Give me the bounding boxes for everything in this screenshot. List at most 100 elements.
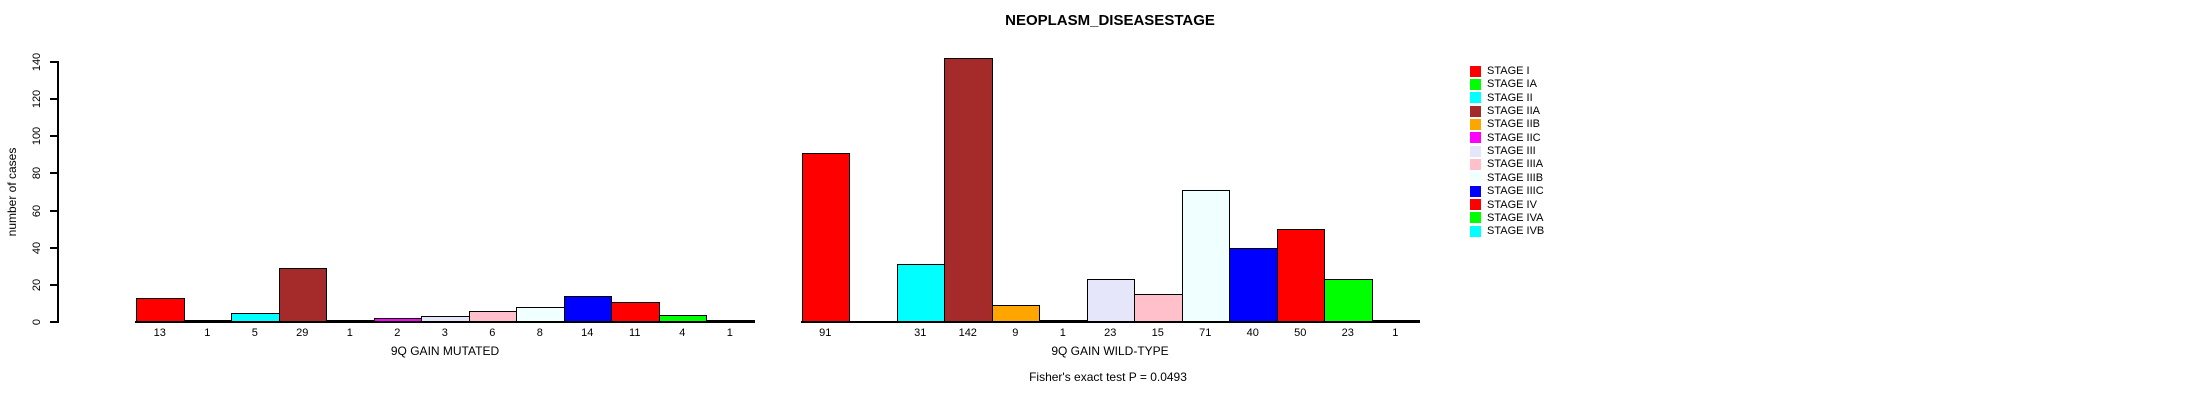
legend-label: STAGE IA: [1487, 78, 1537, 91]
legend-item: STAGE I: [1470, 65, 1530, 77]
bar-stage-iia: [278, 268, 327, 322]
y-tick-label: 40: [31, 241, 43, 254]
bar-count-label: 142: [958, 327, 977, 339]
y-tick-label: 120: [31, 89, 43, 109]
legend-item: STAGE IVA: [1470, 212, 1543, 224]
legend-label: STAGE IV: [1487, 198, 1537, 211]
legend-label: STAGE IIIA: [1487, 158, 1544, 171]
legend-item: STAGE IV: [1470, 199, 1537, 211]
bar-stage-i: [801, 153, 850, 322]
bar-count-label: 1: [726, 327, 733, 339]
bar-stage-ii: [896, 264, 945, 322]
bar-count-label: 5: [251, 327, 258, 339]
y-tick-mark: [50, 209, 58, 212]
bar-count-label: 1: [346, 327, 353, 339]
bar-count-label: 31: [914, 327, 927, 339]
y-tick-mark: [50, 283, 58, 286]
bar-count-label: 15: [1151, 327, 1164, 339]
bar-stage-ivb: [706, 320, 755, 322]
y-tick-label: 100: [31, 127, 43, 146]
legend-item: STAGE IIC: [1470, 132, 1541, 144]
bar-stage-iib: [991, 305, 1040, 322]
bar-count-label: 9: [1012, 327, 1019, 339]
bar-stage-ia: [183, 320, 232, 322]
legend-label: STAGE II: [1487, 91, 1533, 104]
legend-item: STAGE IIIA: [1470, 158, 1543, 170]
legend-color-swatch: [1470, 78, 1481, 90]
bar-stage-iiib: [516, 307, 565, 322]
legend-item: STAGE IIA: [1470, 105, 1540, 117]
legend-color-swatch: [1470, 132, 1481, 144]
bar-count-label: 4: [679, 327, 686, 339]
bar-count-label: 8: [536, 327, 543, 339]
bar-count-label: 2: [394, 327, 401, 339]
bar-stage-iiic: [1229, 247, 1278, 322]
bar-count-label: 23: [1104, 327, 1117, 339]
y-tick-mark: [50, 321, 58, 323]
chart-title: NEOPLASM_DISEASESTAGE: [1005, 12, 1215, 29]
legend-color-swatch: [1470, 225, 1481, 237]
bar-stage-iv: [1276, 229, 1325, 322]
bar-count-label: 3: [441, 327, 448, 339]
x-axis-label-mutated: 9Q GAIN MUTATED: [390, 344, 500, 358]
bar-count-label: 71: [1199, 327, 1212, 339]
legend-item: STAGE IVB: [1470, 225, 1544, 237]
bar-count-label: 50: [1294, 327, 1307, 339]
bar-stage-ivb: [1371, 320, 1420, 322]
bar-stage-iic: [373, 318, 422, 322]
legend-color-swatch: [1470, 212, 1481, 224]
bar-stage-iiia: [468, 310, 517, 322]
bar-stage-iiib: [1181, 190, 1230, 322]
bar-stage-iv: [611, 301, 660, 322]
legend-color-swatch: [1470, 185, 1481, 197]
y-tick-label: 140: [31, 52, 43, 72]
x-axis-label-wildtype: 9Q GAIN WILD-TYPE: [1051, 344, 1169, 358]
bar-stage-i: [136, 297, 185, 322]
x-axis-baseline: [135, 321, 755, 323]
bar-stage-iic: [1039, 320, 1088, 322]
fisher-test-annotation: Fisher's exact test P = 0.0493: [1029, 370, 1187, 384]
bar-count-label: 11: [629, 327, 641, 339]
y-tick-label: 60: [31, 204, 43, 217]
y-tick-label: 0: [31, 318, 43, 326]
legend-label: STAGE III: [1487, 145, 1536, 158]
y-tick-mark: [50, 172, 58, 175]
legend-item: STAGE IIIB: [1470, 172, 1543, 184]
bar-stage-iii: [1086, 279, 1135, 322]
bar-count-label: 29: [296, 327, 309, 339]
legend-label: STAGE IIC: [1487, 131, 1541, 144]
bar-stage-iiic: [563, 296, 612, 322]
legend-item: STAGE IIIC: [1470, 185, 1544, 197]
y-tick-label: 80: [31, 167, 43, 180]
legend-label: STAGE IVB: [1487, 225, 1545, 238]
bar-count-label: 6: [489, 327, 496, 339]
y-tick-label: 20: [31, 278, 43, 291]
bar-stage-iva: [658, 314, 707, 322]
y-tick-mark: [50, 246, 58, 249]
legend-color-swatch: [1470, 92, 1481, 104]
bar-stage-iib: [326, 320, 375, 322]
bar-count-label: 1: [204, 327, 211, 339]
legend-label: STAGE IIIC: [1487, 185, 1544, 198]
legend-label: STAGE IVA: [1487, 211, 1544, 224]
bar-count-label: 13: [153, 327, 166, 339]
x-axis-baseline: [800, 321, 1420, 323]
legend-color-swatch: [1470, 158, 1481, 170]
bar-count-label: 14: [581, 327, 594, 339]
bar-count-label: 1: [1392, 327, 1399, 339]
legend-color-swatch: [1470, 118, 1481, 130]
bar-count-label: 23: [1341, 327, 1354, 339]
legend-label: STAGE I: [1487, 65, 1530, 77]
bar-stage-iii: [421, 316, 470, 322]
legend-color-swatch: [1470, 199, 1481, 210]
legend-label: STAGE IIB: [1487, 118, 1540, 131]
legend-color-swatch: [1470, 145, 1481, 157]
bar-stage-iva: [1324, 279, 1373, 322]
y-axis-line: [57, 61, 59, 323]
legend-label: STAGE IIIB: [1487, 171, 1544, 184]
y-tick-mark: [50, 61, 58, 63]
y-tick-mark: [50, 135, 58, 138]
y-tick-mark: [50, 98, 58, 101]
bar-count-label: 1: [1059, 327, 1066, 339]
